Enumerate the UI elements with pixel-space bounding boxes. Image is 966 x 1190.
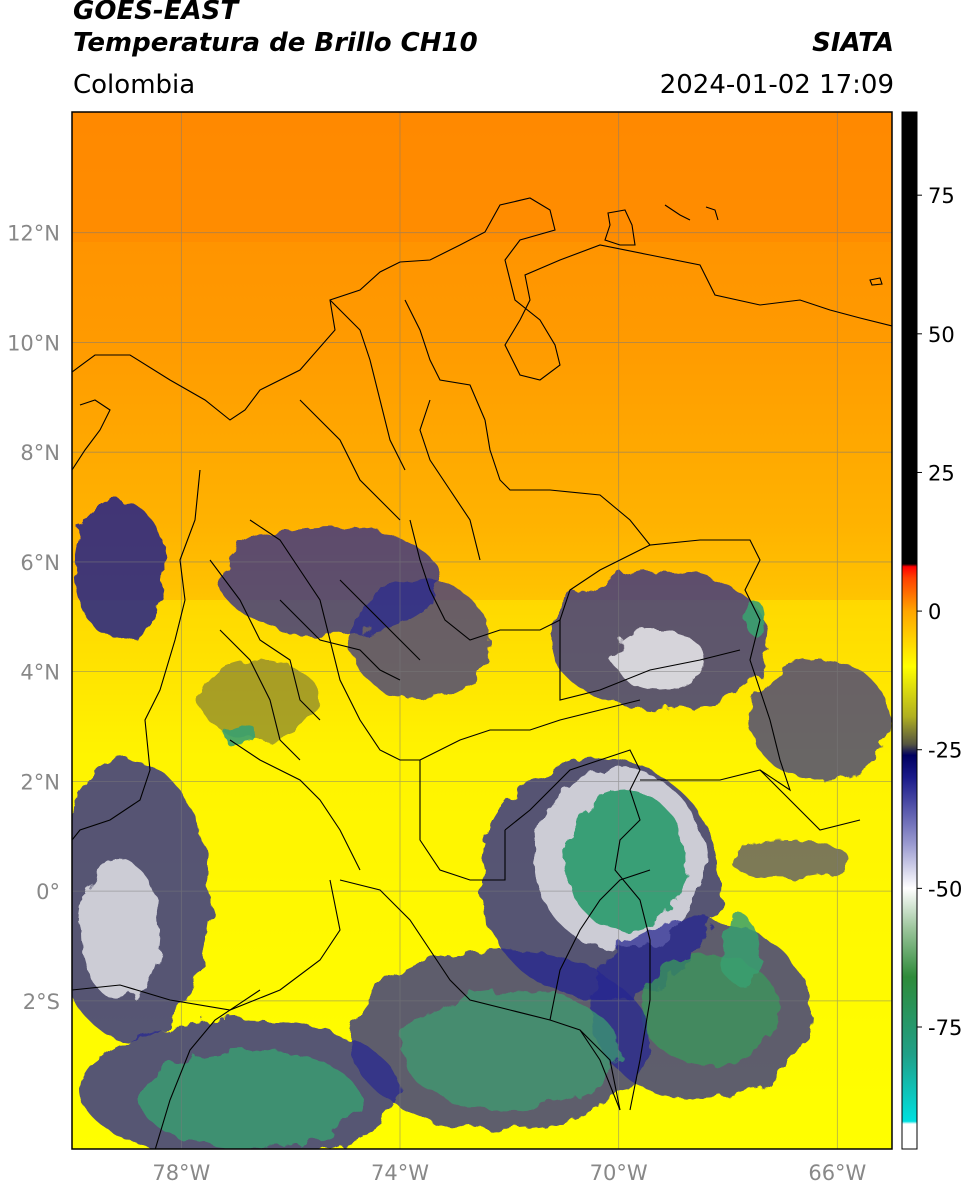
ecuador-peru-border xyxy=(72,879,341,1011)
colorbar-label: 75 xyxy=(928,184,955,208)
coastlines-and-borders xyxy=(72,197,892,1149)
cloud-band-southeast xyxy=(730,840,850,880)
lon-label: 74°W xyxy=(371,1161,429,1185)
latitude-labels: 12°N 10°N 8°N 6°N 4°N 2°N 0° 2°S xyxy=(7,222,60,1014)
cloud-cell-southeast xyxy=(720,915,760,985)
lat-label: 10°N xyxy=(7,331,60,355)
graticule xyxy=(72,112,892,1149)
island-east xyxy=(869,277,883,286)
cloud-peru-north-core xyxy=(140,1050,360,1149)
lon-label: 70°W xyxy=(590,1161,648,1185)
map-frame xyxy=(71,111,893,1150)
colorbar-ticks: 75 50 25 0 -25 -50 -75 xyxy=(917,184,962,1040)
boyaca-boundary xyxy=(339,579,421,661)
vichada-boundary xyxy=(559,544,651,621)
cloud-cell-west xyxy=(222,723,258,747)
product-title: Temperatura de Brillo CH10 xyxy=(73,28,478,58)
cloud-amazon-north-core xyxy=(565,790,685,930)
lat-label: 0° xyxy=(36,880,60,904)
cesar-boundary xyxy=(404,299,486,421)
bolivar-boundary xyxy=(329,299,406,471)
cloud-amazon-east-core xyxy=(640,955,780,1065)
andes-boundary-1 xyxy=(249,519,420,761)
colorbar-label: 25 xyxy=(928,461,955,485)
org-label: SIATA xyxy=(812,28,894,58)
colombia-brazil-east-border xyxy=(504,749,651,1111)
caribbean-coastline xyxy=(72,197,892,421)
panama-coast xyxy=(72,399,111,471)
brazil-peru-border xyxy=(579,1029,621,1111)
caldas-boundary xyxy=(279,599,401,681)
colorbar-label: -25 xyxy=(928,739,962,763)
lon-label: 66°W xyxy=(808,1161,866,1185)
bonaire xyxy=(705,206,719,221)
colombia-peru-border xyxy=(339,879,621,1111)
colorbar-label: -50 xyxy=(928,877,962,901)
cloud-cell-east xyxy=(743,602,767,634)
santander-boundary xyxy=(419,399,481,561)
region-label: Colombia xyxy=(73,70,196,100)
cloud-llanos-core xyxy=(615,630,705,690)
cloud-andes-center xyxy=(350,580,490,700)
colorbar-label: 50 xyxy=(928,323,955,347)
lat-label: 2°S xyxy=(23,990,60,1014)
lon-label: 78°W xyxy=(152,1161,210,1185)
cloud-west-pacific xyxy=(75,500,165,640)
datetime-label: 2024-01-02 17:09 xyxy=(659,70,894,100)
lat-label: 2°N xyxy=(20,770,60,794)
colombia-brazil-border xyxy=(549,869,651,1021)
narino-boundary xyxy=(229,739,361,871)
longitude-labels: 78°W 74°W 70°W 66°W xyxy=(152,1161,866,1185)
colorbar xyxy=(901,111,918,1150)
pacific-coastline xyxy=(72,469,201,841)
valle-boundary xyxy=(219,629,301,761)
peru-coast-inland xyxy=(154,989,261,1149)
colombia-venezuela-border xyxy=(484,419,792,792)
guaviare-boundary xyxy=(419,699,641,761)
paraguana-peninsula xyxy=(604,209,636,246)
field-northern-warm-band xyxy=(72,112,892,242)
lat-label: 12°N xyxy=(7,222,60,246)
cloud-venezuela-south xyxy=(750,660,890,780)
brightness-temperature-field xyxy=(72,112,892,1149)
meta-boundary xyxy=(409,519,741,701)
cloud-ecuador-core xyxy=(80,860,160,1000)
aruba-curacao xyxy=(664,204,691,221)
satellite-title: GOES-EAST xyxy=(73,0,239,26)
lat-label: 6°N xyxy=(20,551,60,575)
cloud-pacific-coast xyxy=(200,660,320,740)
lat-label: 8°N xyxy=(20,441,60,465)
lat-label: 4°N xyxy=(20,661,60,685)
antioquia-boundary xyxy=(299,399,401,521)
caqueta-boundary xyxy=(419,760,506,881)
colorbar-label: -75 xyxy=(928,1016,962,1040)
cloud-amazon-south-core xyxy=(400,990,620,1110)
colorbar-label: 0 xyxy=(928,600,941,624)
choco-boundary xyxy=(209,559,321,721)
